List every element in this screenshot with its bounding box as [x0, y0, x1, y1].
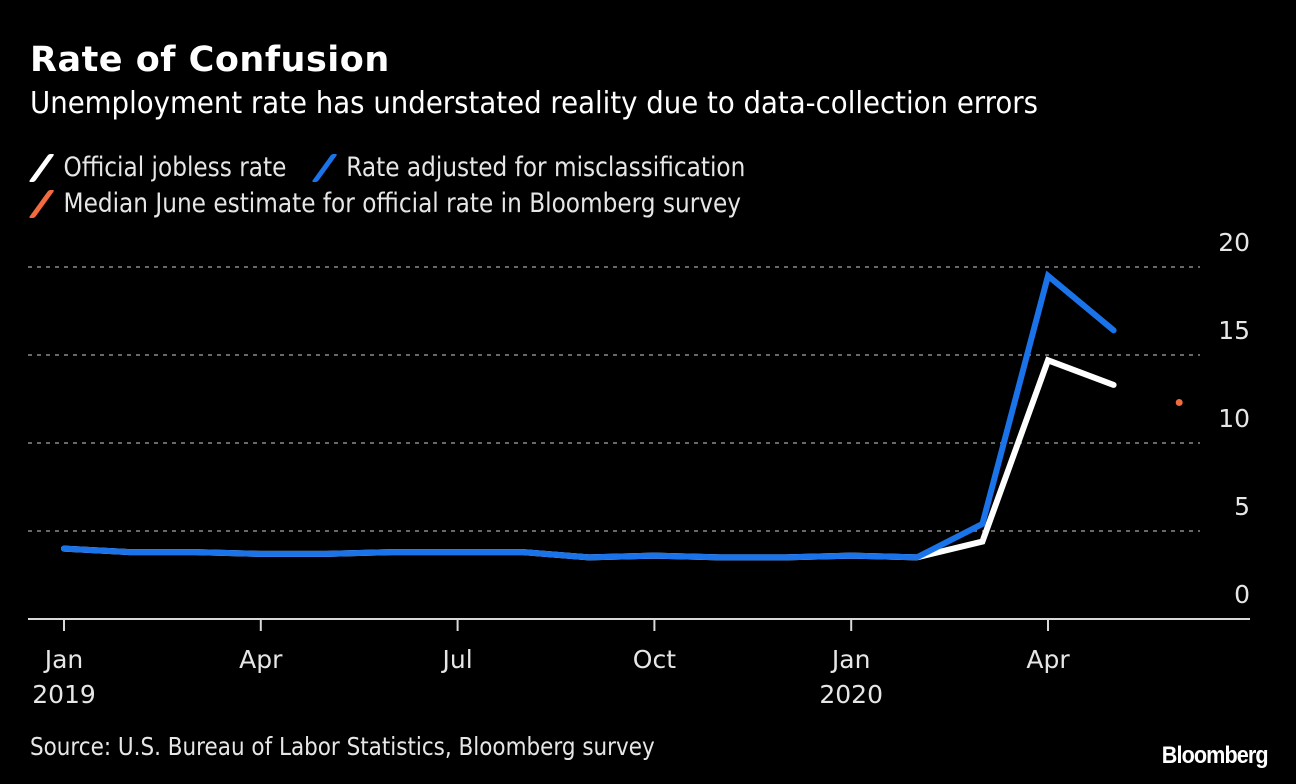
official-rate-line: [61, 356, 1117, 561]
y-axis-labels: 0 5 10 15 20: [1218, 228, 1250, 609]
y-tick-label: 15: [1218, 316, 1250, 345]
y-tick-label: 20: [1218, 228, 1250, 257]
series-lines: [61, 270, 1183, 561]
y-tick-label: 0: [1234, 580, 1250, 609]
adjusted-rate-line: [61, 270, 1117, 561]
legend-row-2: Median June estimate for official rate i…: [28, 188, 760, 225]
x-tick-label: Oct: [633, 645, 676, 674]
legend-row-1: Official jobless rate Rate adjusted for …: [28, 152, 764, 189]
chart-title: Rate of Confusion: [30, 40, 390, 80]
x-tick-label: Jul: [441, 645, 473, 674]
legend-item-estimate: Median June estimate for official rate i…: [28, 188, 742, 219]
x-tick-label: Apr: [1026, 645, 1070, 674]
x-tick-sublabel: 2019: [32, 680, 96, 709]
y-tick-label: 10: [1218, 404, 1250, 433]
source-note: Source: U.S. Bureau of Labor Statistics,…: [30, 732, 655, 761]
legend-item-adjusted: Rate adjusted for misclassification: [311, 152, 746, 183]
x-tick-label: Jan: [43, 645, 84, 674]
estimate-point: [1175, 399, 1183, 407]
x-tick-label: Apr: [239, 645, 283, 674]
legend-label: Median June estimate for official rate i…: [63, 188, 742, 219]
x-tick-label: Jan: [830, 645, 871, 674]
gridlines: [28, 266, 1200, 532]
x-tick-sublabel: 2020: [819, 680, 883, 709]
legend-label: Official jobless rate: [63, 152, 287, 183]
x-axis: Jan 2019 Apr Jul Oct Jan 2020 Apr: [28, 618, 1250, 709]
chart-subtitle: Unemployment rate has understated realit…: [30, 86, 1039, 121]
legend-label: Rate adjusted for misclassification: [346, 152, 746, 183]
legend-item-official: Official jobless rate: [28, 152, 287, 183]
y-tick-label: 5: [1234, 492, 1250, 521]
bloomberg-logo: Bloomberg: [1162, 742, 1269, 769]
